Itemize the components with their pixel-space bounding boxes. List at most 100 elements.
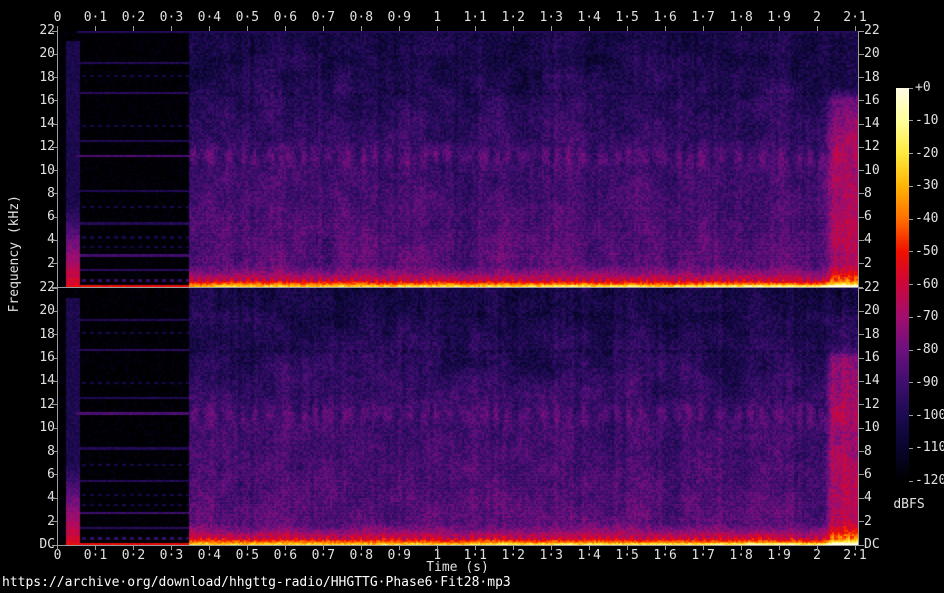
x-axis-bottom-tick-label: 1·8 [729,548,753,563]
y-axis-left-tick-label: 6 [15,467,55,482]
y-axis-right-tick [859,474,864,476]
x-axis-bottom-tick-label: 1·5 [615,548,639,563]
x-axis-bottom-tick-label: 1·4 [577,548,601,563]
x-axis-bottom-tick-label: 0·3 [159,548,184,563]
axis-line-right [858,31,859,545]
y-axis-left-tick-label: 8 [15,186,55,201]
x-axis-top-tick [588,26,590,31]
y-axis-right-tick-label: 2 [864,255,872,271]
x-axis-top-tick [436,26,438,31]
y-axis-right-tick [859,146,864,148]
colorbar-tick-label: -100 [915,407,944,423]
y-axis-right-tick-label: 6 [864,209,872,225]
x-axis-top-tick-label: 1·1 [463,10,487,25]
y-axis-left-dc-label: DC [39,537,55,552]
y-axis-right-tick-label: 4 [864,232,872,248]
y-axis-left-tick [52,77,57,79]
colorbar-unit-label: dBFS [893,497,925,512]
x-axis-top-tick-label: 0·8 [349,10,374,25]
x-axis-bottom-tick [208,545,210,550]
y-axis-left-tick [52,474,57,476]
x-axis-top-tick-label: 1·3 [539,10,563,25]
x-axis-top-tick-label: 1·4 [577,10,601,25]
x-axis-top-tick-label: 0·2 [121,10,146,25]
y-axis-left-tick-label: 22 [39,280,55,295]
y-axis-left-tick [52,357,57,359]
colorbar-tick-label: -80 [915,342,939,357]
colorbar-tick-label: -20 [915,145,939,161]
x-axis-bottom-tick-label: 1·7 [691,548,715,563]
y-axis-left-tick [52,100,57,102]
y-axis-right-tick-label: 20 [864,46,880,62]
y-axis-right-tick [859,77,864,79]
x-axis-bottom-tick [57,545,58,550]
y-axis-right-tick-label: 16 [864,350,880,366]
colorbar-tick [909,316,913,318]
x-axis-top-tick-label: 1·8 [729,10,753,25]
y-axis-right-tick [859,544,864,546]
colorbar-tick [909,382,913,384]
y-axis-left-tick-label: 4 [15,233,55,247]
y-axis-left-tick-label: 4 [15,491,55,505]
colorbar-tick-label: -70 [915,309,939,325]
y-axis-right-tick-label: 12 [864,139,880,155]
y-axis-right-tick [859,100,864,102]
x-axis-bottom-tick [246,545,248,550]
x-axis-bottom-tick [854,545,856,550]
x-axis-top-tick [170,26,172,31]
y-axis-left-tick [52,170,57,172]
axis-line-bottom [52,545,863,546]
colorbar-tick [909,218,913,220]
x-axis-top-tick [57,26,58,31]
x-axis-top-tick-label: 1·6 [653,10,677,25]
colorbar-tick [909,153,913,154]
y-axis-right-tick-label: 22 [864,23,880,38]
x-axis-bottom-tick-label: 0·1 [83,548,108,563]
colorbar-tick [909,251,913,253]
y-axis-left-tick-label: 16 [39,92,55,108]
x-axis-bottom-tick-label: 0 [53,548,62,563]
y-axis-right-tick [859,53,864,55]
x-axis-bottom-tick-label: 0·6 [273,548,298,563]
x-axis-bottom-tick [360,545,362,550]
x-axis-top-tick-label: 1 [433,10,442,25]
x-axis-top-tick-label: 1·5 [615,10,639,25]
colorbar-tick-label: -10 [915,112,939,128]
y-axis-right-tick [859,123,864,125]
y-axis-right-tick-label: 18 [864,69,880,85]
y-axis-right-tick-label: 10 [864,420,880,436]
x-axis-top-tick [778,26,780,31]
y-axis-left-tick-label: 8 [15,444,55,459]
y-axis-left-tick [52,287,57,289]
y-axis-right-tick [859,310,864,312]
y-axis-left-tick [52,451,57,453]
colorbar-tick-label: -50 [915,243,939,259]
x-axis-top-tick [816,26,818,31]
y-axis-left-tick [52,216,57,218]
x-axis-bottom-tick-label: 0·7 [311,548,336,563]
y-axis-right-tick [859,404,864,406]
x-axis-top-tick [474,26,476,31]
x-axis-bottom-tick [550,545,552,550]
y-axis-left-tick-label: 14 [39,373,55,389]
x-axis-top-tick [322,26,324,31]
y-axis-right-tick-label: 2 [864,513,872,529]
x-axis-bottom-tick-label: 0·5 [235,548,260,563]
axis-line-left [57,31,58,545]
x-axis-top-tick-label: 0·1 [83,10,108,25]
y-axis-left-tick [52,521,57,523]
x-axis-top-tick [132,26,134,31]
x-axis-bottom-tick [94,545,96,550]
colorbar-tick [909,87,913,89]
y-axis-right-tick [859,30,864,32]
colorbar-gradient [896,88,909,481]
x-axis-bottom-tick [626,545,628,550]
y-axis-right-tick [859,216,864,218]
x-axis-top-tick-label: 2 [813,10,821,25]
y-axis-right-tick [859,170,864,172]
x-axis-top-tick [398,26,400,31]
x-axis-top-tick [626,26,628,31]
y-axis-right-tick [859,357,864,359]
colorbar-tick-label: -110 [915,440,944,456]
y-axis-right-tick [859,427,864,429]
